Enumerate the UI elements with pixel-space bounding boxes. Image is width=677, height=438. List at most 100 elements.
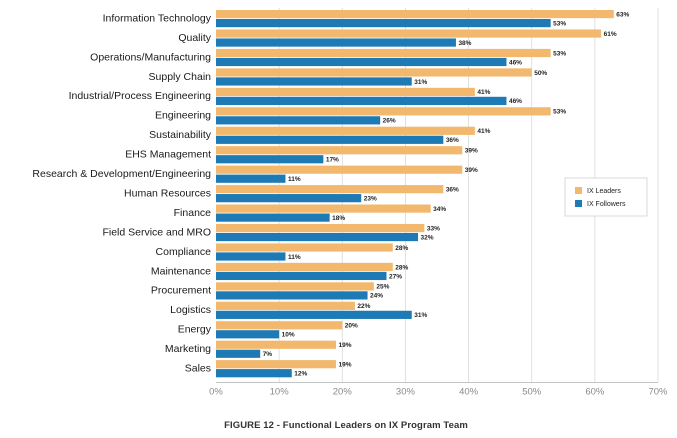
legend-label-ix-leaders: IX Leaders — [587, 188, 621, 195]
bar-ix-followers — [216, 135, 444, 144]
data-label-ix-followers: 36% — [446, 137, 459, 144]
data-label-ix-followers: 27% — [389, 273, 402, 280]
bar-ix-leaders — [216, 48, 551, 58]
legend: IX Leaders IX Followers — [564, 177, 648, 217]
bar-ix-followers — [216, 96, 507, 105]
data-label-ix-leaders: 63% — [616, 11, 629, 18]
category-label: Information Technology — [103, 12, 212, 24]
category-label: Logistics — [170, 304, 211, 316]
category-label: Marketing — [165, 343, 211, 355]
data-label-ix-leaders: 39% — [465, 148, 478, 155]
data-label-ix-followers: 11% — [288, 176, 301, 183]
x-tick-label: 30% — [396, 387, 416, 398]
data-label-ix-followers: 46% — [509, 59, 522, 66]
data-label-ix-leaders: 19% — [338, 342, 351, 349]
bar-ix-leaders — [216, 340, 336, 349]
data-label-ix-followers: 24% — [370, 293, 383, 300]
data-label-ix-followers: 17% — [326, 157, 339, 164]
x-tick-label: 70% — [648, 387, 668, 398]
data-label-ix-leaders: 20% — [345, 323, 358, 330]
bar-ix-leaders — [216, 301, 355, 310]
data-label-ix-leaders: 39% — [465, 167, 478, 174]
category-label: Energy — [178, 324, 212, 336]
data-label-ix-followers: 11% — [288, 254, 301, 261]
data-label-ix-leaders: 25% — [376, 284, 389, 291]
x-tick-label: 0% — [209, 387, 223, 398]
bar-ix-leaders — [216, 126, 475, 135]
data-label-ix-leaders: 19% — [338, 362, 351, 369]
bar-ix-followers — [216, 252, 286, 261]
bar-ix-followers — [216, 174, 286, 183]
bar-ix-followers — [216, 77, 412, 86]
x-tick-label: 10% — [270, 387, 290, 398]
bar-ix-leaders — [216, 223, 425, 233]
legend-label-ix-followers: IX Followers — [587, 201, 626, 208]
data-label-ix-leaders: 50% — [534, 70, 547, 77]
data-label-ix-leaders: 41% — [477, 128, 490, 135]
data-label-ix-followers: 31% — [414, 312, 427, 319]
data-label-ix-followers: 18% — [332, 215, 345, 222]
bar-ix-leaders — [216, 360, 336, 369]
data-label-ix-followers: 26% — [383, 118, 396, 125]
bar-ix-leaders — [216, 321, 343, 330]
category-label: Sustainability — [149, 129, 212, 141]
bar-ix-followers — [216, 213, 330, 222]
bar-ix-followers — [216, 369, 292, 378]
data-label-ix-followers: 38% — [458, 40, 471, 47]
category-label: Procurement — [151, 285, 211, 297]
bar-ix-leaders — [216, 10, 614, 19]
bar-ix-followers — [216, 232, 419, 242]
data-label-ix-leaders: 41% — [477, 89, 490, 96]
category-labels: Information Technology Quality Operations/… — [32, 12, 211, 374]
bar-ix-followers — [216, 310, 412, 319]
category-label: Engineering — [155, 110, 211, 122]
bar-ix-leaders — [216, 243, 393, 252]
bar-ix-followers — [216, 271, 387, 281]
category-label: Quality — [178, 32, 211, 44]
legend-swatch-ix-leaders — [575, 187, 582, 194]
data-label-ix-leaders: 34% — [433, 206, 446, 213]
x-tick-label: 50% — [522, 387, 542, 398]
data-label-ix-leaders: 28% — [395, 264, 408, 271]
figure-caption: FIGURE 12 - Functional Leaders on IX Pro… — [224, 420, 468, 431]
bar-ix-followers — [216, 194, 362, 203]
data-label-ix-followers: 12% — [294, 371, 307, 378]
bar-ix-leaders — [216, 185, 444, 194]
data-label-ix-followers: 7% — [263, 351, 273, 358]
data-label-ix-followers: 10% — [282, 332, 295, 339]
x-axis-ticks: 0% 10% 20% 30% 40% 50% 60% 70% — [209, 387, 668, 398]
bar-ix-leaders — [216, 282, 374, 291]
data-label-ix-leaders: 33% — [427, 225, 440, 232]
category-label: Compliance — [156, 246, 212, 258]
category-label: Maintenance — [151, 265, 211, 277]
bar-ix-followers — [216, 38, 456, 47]
bar-ix-leaders — [216, 29, 602, 38]
data-label-ix-leaders: 61% — [604, 31, 617, 38]
bar-ix-leaders — [216, 107, 551, 116]
category-label: Field Service and MRO — [102, 226, 211, 238]
category-label: Operations/Manufacturing — [90, 51, 211, 63]
bar-ix-leaders — [216, 68, 532, 77]
data-label-ix-leaders: 53% — [553, 109, 566, 116]
x-tick-label: 20% — [333, 387, 353, 398]
category-label: EHS Management — [125, 149, 211, 161]
bar-ix-leaders — [216, 87, 475, 96]
bar-ix-leaders — [216, 262, 393, 272]
bar-ix-leaders — [216, 146, 463, 155]
data-label-ix-leaders: 28% — [395, 245, 408, 252]
bars: 63% 53% 61% 38% 53% 46% 50% 31% 41% 46% 53% 26% 41% 3… — [216, 10, 630, 378]
category-label: Human Resources — [124, 187, 211, 199]
data-label-ix-followers: 32% — [421, 234, 434, 241]
bar-ix-followers — [216, 57, 507, 67]
x-tick-label: 40% — [459, 387, 479, 398]
bar-ix-followers — [216, 330, 280, 339]
data-label-ix-followers: 53% — [553, 20, 566, 27]
bar-ix-leaders — [216, 204, 431, 213]
category-label: Sales — [185, 363, 211, 375]
data-label-ix-leaders: 53% — [553, 50, 566, 57]
legend-swatch-ix-followers — [575, 200, 582, 207]
bar-ix-followers — [216, 155, 324, 164]
category-label: Finance — [174, 207, 212, 219]
data-label-ix-leaders: 22% — [357, 303, 370, 310]
